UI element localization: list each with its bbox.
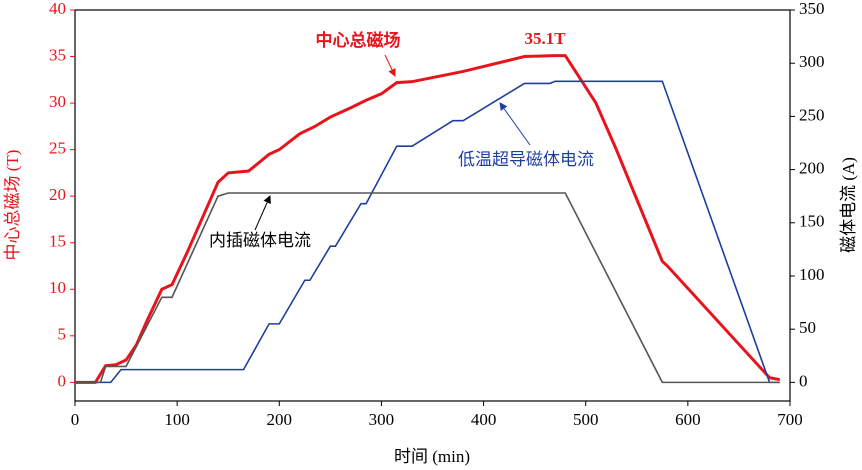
x-tick-label: 700	[777, 410, 803, 429]
x-tick-label: 100	[164, 410, 190, 429]
series-label: 低温超导磁体电流	[458, 150, 594, 169]
series-label: 内插磁体电流	[209, 231, 311, 250]
x-tick-label: 400	[471, 410, 497, 429]
y2-tick-label: 200	[799, 158, 825, 177]
y-tick-label: 10	[49, 278, 66, 297]
x-tick-label: 200	[267, 410, 293, 429]
y-tick-label: 20	[49, 185, 66, 204]
x-axis-label: 时间 (min)	[394, 447, 470, 466]
y-tick-label: 0	[58, 371, 67, 390]
x-tick-label: 600	[675, 410, 701, 429]
y2-tick-label: 250	[799, 105, 825, 124]
x-tick-label: 0	[71, 410, 80, 429]
annotation-arrow	[254, 195, 271, 231]
y-axis-label: 中心总磁场 (T)	[3, 150, 22, 261]
series-line	[75, 192, 780, 384]
y-tick-label: 40	[49, 0, 66, 18]
y2-tick-label: 300	[799, 52, 825, 71]
y2-tick-label: 0	[799, 371, 808, 390]
series-label: 中心总磁场	[316, 30, 401, 50]
y2-tick-label: 350	[799, 0, 825, 18]
y2-axis-label: 磁体电流 (A)	[839, 157, 858, 253]
y-tick-label: 15	[49, 232, 66, 251]
y-tick-label: 30	[49, 92, 66, 111]
y2-tick-label: 100	[799, 265, 825, 284]
y2-tick-label: 50	[799, 318, 816, 337]
y-tick-label: 35	[49, 45, 66, 64]
annotation-arrow	[499, 102, 531, 146]
series-line	[75, 80, 780, 384]
x-tick-label: 500	[573, 410, 599, 429]
y-tick-label: 5	[58, 325, 67, 344]
y-tick-label: 25	[49, 139, 66, 158]
x-tick-label: 300	[369, 410, 395, 429]
y2-tick-label: 150	[799, 212, 825, 231]
annotation-arrow	[384, 54, 396, 77]
plot-frame	[74, 9, 791, 402]
annotation: 35.1T	[524, 29, 566, 48]
series-line	[75, 54, 781, 384]
